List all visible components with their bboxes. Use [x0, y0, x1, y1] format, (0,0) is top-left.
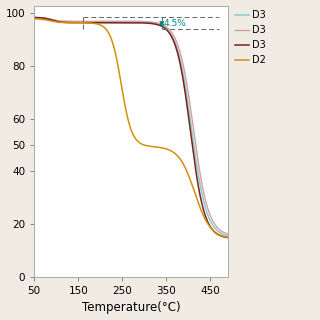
Text: 4.5%: 4.5%	[164, 19, 187, 28]
Legend: D3, D3, D3, D2: D3, D3, D3, D2	[235, 11, 266, 65]
X-axis label: Temperature(°C): Temperature(°C)	[82, 301, 180, 315]
